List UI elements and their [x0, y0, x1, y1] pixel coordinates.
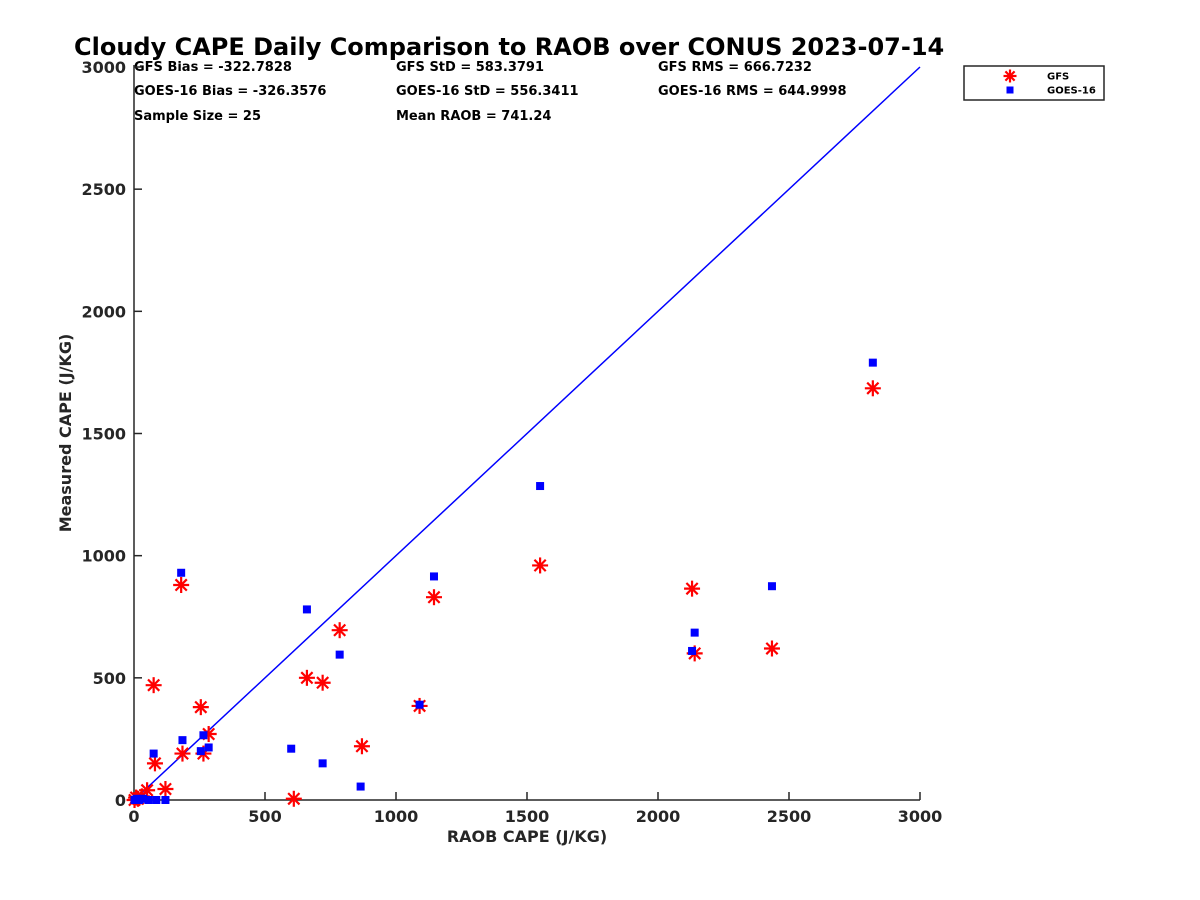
goes16-point [767, 582, 776, 591]
gfs-point [314, 674, 331, 691]
data-points [126, 358, 881, 808]
gfs-point [425, 589, 442, 606]
gfs-point [763, 640, 780, 657]
chart-title: Cloudy CAPE Daily Comparison to RAOB ove… [74, 33, 944, 61]
goes16-point [318, 759, 327, 768]
gfs-point [684, 580, 701, 597]
gfs-point [331, 622, 348, 639]
goes16-point [287, 744, 296, 753]
goes16-point [690, 628, 699, 637]
goes16-point [536, 482, 545, 491]
gfs-point [139, 782, 156, 799]
x-tick-label: 3000 [898, 807, 943, 826]
y-tick-label: 1000 [81, 547, 126, 566]
gfs-point [532, 557, 549, 574]
one-to-one-line [133, 66, 921, 801]
gfs-point [146, 755, 163, 772]
stat-text: GOES-16 StD = 556.3411 [396, 84, 579, 99]
x-axis-label: RAOB CAPE (J/KG) [447, 827, 607, 846]
gfs-point [192, 699, 209, 716]
goes16-point [688, 646, 697, 655]
stat-text: GFS Bias = -322.7828 [134, 60, 292, 75]
series-goes-16 [130, 358, 877, 804]
y-tick-label: 3000 [81, 58, 126, 77]
gfs-point [298, 669, 315, 686]
stats-block: GFS Bias = -322.7828 GFS StD = 583.3791 GF… [134, 60, 847, 124]
stat-text: GFS RMS = 666.7232 [658, 60, 812, 75]
goes16-point [415, 700, 424, 709]
goes16-point [868, 358, 877, 367]
goes16-point [204, 743, 213, 752]
y-tick-label: 0 [115, 791, 126, 810]
goes16-point [356, 782, 365, 791]
stat-text: GFS StD = 583.3791 [396, 60, 544, 75]
goes16-point [429, 572, 438, 581]
legend-marker-gfs [1003, 69, 1017, 83]
x-axis-ticks: 0 500 1000 1500 2000 2500 3000 [128, 792, 942, 826]
series-gfs [126, 380, 881, 808]
legend-box [963, 65, 1105, 101]
goes16-point [161, 796, 170, 804]
stat-text: GOES-16 Bias = -326.3576 [134, 84, 326, 99]
y-axis-ticks: 0 500 1000 1500 2000 2500 3000 [81, 58, 142, 810]
gfs-point [174, 745, 191, 762]
y-tick-label: 2500 [81, 180, 126, 199]
goes16-point [199, 731, 208, 740]
x-tick-label: 1000 [374, 807, 419, 826]
stat-text: GOES-16 RMS = 644.9998 [658, 84, 847, 99]
legend-label: GFS [1047, 72, 1069, 83]
goes16-point [149, 749, 158, 758]
gfs-point [864, 380, 881, 397]
goes16-point [139, 794, 148, 803]
legend: GFS GOES-16 [963, 65, 1105, 101]
x-tick-label: 2500 [767, 807, 812, 826]
legend-label: GOES-16 [1047, 86, 1096, 97]
y-tick-label: 2000 [81, 302, 126, 321]
goes16-point [177, 568, 186, 577]
goes16-point [144, 796, 153, 804]
x-tick-label: 1500 [505, 807, 550, 826]
x-tick-label: 500 [248, 807, 281, 826]
goes16-point [335, 650, 344, 659]
gfs-point [285, 790, 302, 807]
gfs-point [145, 677, 162, 694]
stat-text: Sample Size = 25 [134, 109, 261, 124]
x-tick-label: 0 [128, 807, 139, 826]
goes16-point [178, 736, 187, 745]
gfs-point [157, 781, 174, 798]
x-tick-label: 2000 [636, 807, 681, 826]
y-axis-label: Measured CAPE (J/KG) [56, 334, 75, 533]
legend-marker-goes16 [1006, 86, 1014, 94]
stat-text: Mean RAOB = 741.24 [396, 109, 551, 124]
y-tick-label: 1500 [81, 425, 126, 444]
gfs-point [173, 576, 190, 593]
goes16-point [196, 747, 205, 756]
goes16-point [302, 605, 311, 614]
gfs-point [353, 738, 370, 755]
y-tick-label: 500 [93, 669, 126, 688]
goes16-point [152, 796, 161, 804]
